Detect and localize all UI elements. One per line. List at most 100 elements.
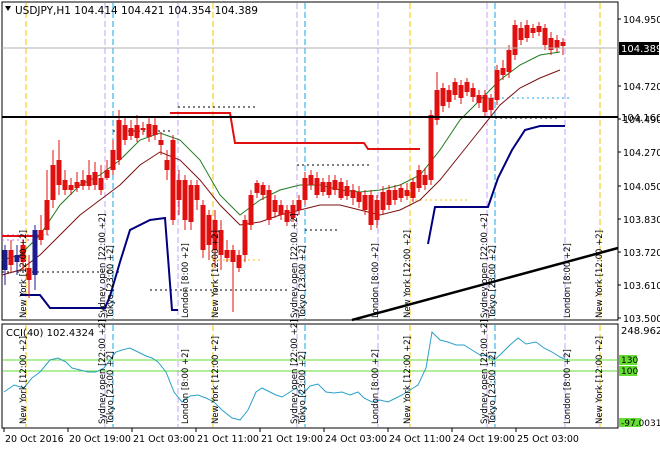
candle-body (374, 200, 380, 220)
session-label-cci: London [8:00 +2] (371, 349, 381, 424)
candle-body (248, 195, 254, 225)
candle-body (218, 230, 224, 255)
candle-body (308, 175, 314, 185)
candle-body (362, 195, 368, 210)
candle-body (428, 115, 434, 180)
price-axis: 104.950 104.720 104.490 104.270 104.050 103.8… (618, 15, 660, 325)
candle-body (224, 250, 230, 258)
dropdown-triangle-icon[interactable] (5, 6, 11, 11)
candle-body (188, 185, 194, 222)
candle-body (134, 125, 140, 138)
candle-body (44, 200, 50, 230)
candle-body (230, 250, 236, 262)
candle-body (266, 190, 272, 220)
candle-body (26, 268, 32, 280)
cci-min-badge (619, 418, 641, 427)
candle-body (326, 182, 332, 195)
session-label-cci: Tokyo [23:00 +2] (298, 351, 308, 425)
candle-body (290, 205, 296, 218)
candle-body (32, 230, 38, 275)
candlesticks (2, 20, 566, 312)
price-tick-label: 104.950 (623, 15, 660, 26)
candle-body (146, 124, 152, 137)
candle-body (182, 180, 188, 220)
candle-body (194, 185, 200, 200)
price-channel (2, 112, 565, 311)
candle-body (554, 40, 560, 48)
candle-body (506, 50, 512, 72)
time-tick-label: 24 Oct 03:00 (325, 434, 387, 445)
time-tick-label: 25 Oct 03:00 (517, 434, 579, 445)
hline-price-label: 104.160 (621, 113, 660, 124)
session-label-main: Sydney open [22:00 +2] (480, 214, 490, 318)
candle-body (104, 170, 110, 178)
cci-title: CCI(40) 102.4324 (6, 328, 94, 339)
candle-body (380, 192, 386, 210)
candle-body (434, 90, 440, 120)
candle-body (62, 180, 68, 190)
candle-body (398, 188, 404, 198)
candle-body (542, 28, 548, 45)
channel-upper (170, 112, 420, 150)
cci-level-low-label: 100 (621, 367, 638, 377)
cci-level-high-badge (619, 355, 637, 365)
candle-body (446, 90, 452, 102)
candle-body (524, 25, 530, 38)
candle-body (80, 180, 86, 186)
candle-body (254, 183, 260, 193)
candle-body (236, 255, 242, 268)
candle-body (68, 185, 74, 190)
session-label-cci: Sydney open [22:00 +2] (290, 320, 300, 424)
candle-body (164, 160, 170, 170)
session-label-cci: New York [12:00 +2] (19, 336, 29, 424)
cci-panel[interactable] (1, 323, 619, 429)
channel-lower-left (20, 216, 178, 311)
session-label-cci: Tokyo [23:00 +2] (488, 351, 498, 425)
price-tick-label: 103.720 (623, 248, 660, 259)
candle-body (344, 186, 350, 196)
candle-body (560, 42, 566, 46)
cci-level-low-badge (619, 366, 637, 376)
candle-body (392, 190, 398, 200)
candle-body (548, 38, 554, 50)
candle-body (452, 82, 458, 95)
candle-body (272, 200, 278, 212)
candle-body (122, 125, 128, 140)
candle-body (404, 190, 410, 196)
session-label-main: London [8:00 +2] (371, 243, 381, 318)
cci-min-label: -97.0031 (621, 419, 660, 429)
candle-body (518, 28, 524, 40)
trendline[interactable] (351, 246, 619, 322)
candle-body (200, 205, 206, 250)
session-label-cci: London [8:00 +2] (563, 349, 573, 424)
candle-body (332, 180, 338, 190)
session-label-main: New York [12:00 +2] (211, 230, 221, 318)
chart-header: USDJPY,H1 104.414 104.421 104.354 104.38… (5, 5, 258, 17)
session-label-main: New York [12:00 +2] (595, 230, 605, 318)
price-tick-label: 104.270 (623, 148, 660, 159)
session-label-main: Tokyo [23:00 +2] (106, 245, 116, 319)
candle-body (422, 175, 428, 185)
price-tick-label: 103.830 (623, 215, 660, 226)
candle-body (242, 220, 248, 255)
time-tick-label: 24 Oct 11:00 (389, 434, 451, 445)
candle-body (38, 230, 44, 240)
price-tick-label: 103.500 (623, 314, 660, 325)
session-label-cci: New York [12:00 +2] (403, 336, 413, 424)
candle-body (8, 250, 14, 265)
time-tick-label: 20 Oct 19:00 (69, 434, 131, 445)
candle-body (170, 140, 176, 220)
symbol-header-text: USDJPY,H1 104.414 104.421 104.354 104.38… (15, 5, 258, 17)
candle-body (74, 182, 80, 188)
candle-body (20, 245, 26, 262)
candle-body (536, 26, 542, 32)
session-label-main: London [8:00 +2] (181, 243, 191, 318)
candle-body (476, 95, 482, 103)
candle-body (278, 205, 284, 215)
session-label-main: Sydney open [22:00 +2] (290, 214, 300, 318)
candle-body (260, 185, 266, 195)
candle-body (176, 180, 182, 200)
session-label-cci: Tokyo [23:00 +2] (106, 351, 116, 425)
candle-body (302, 178, 308, 200)
